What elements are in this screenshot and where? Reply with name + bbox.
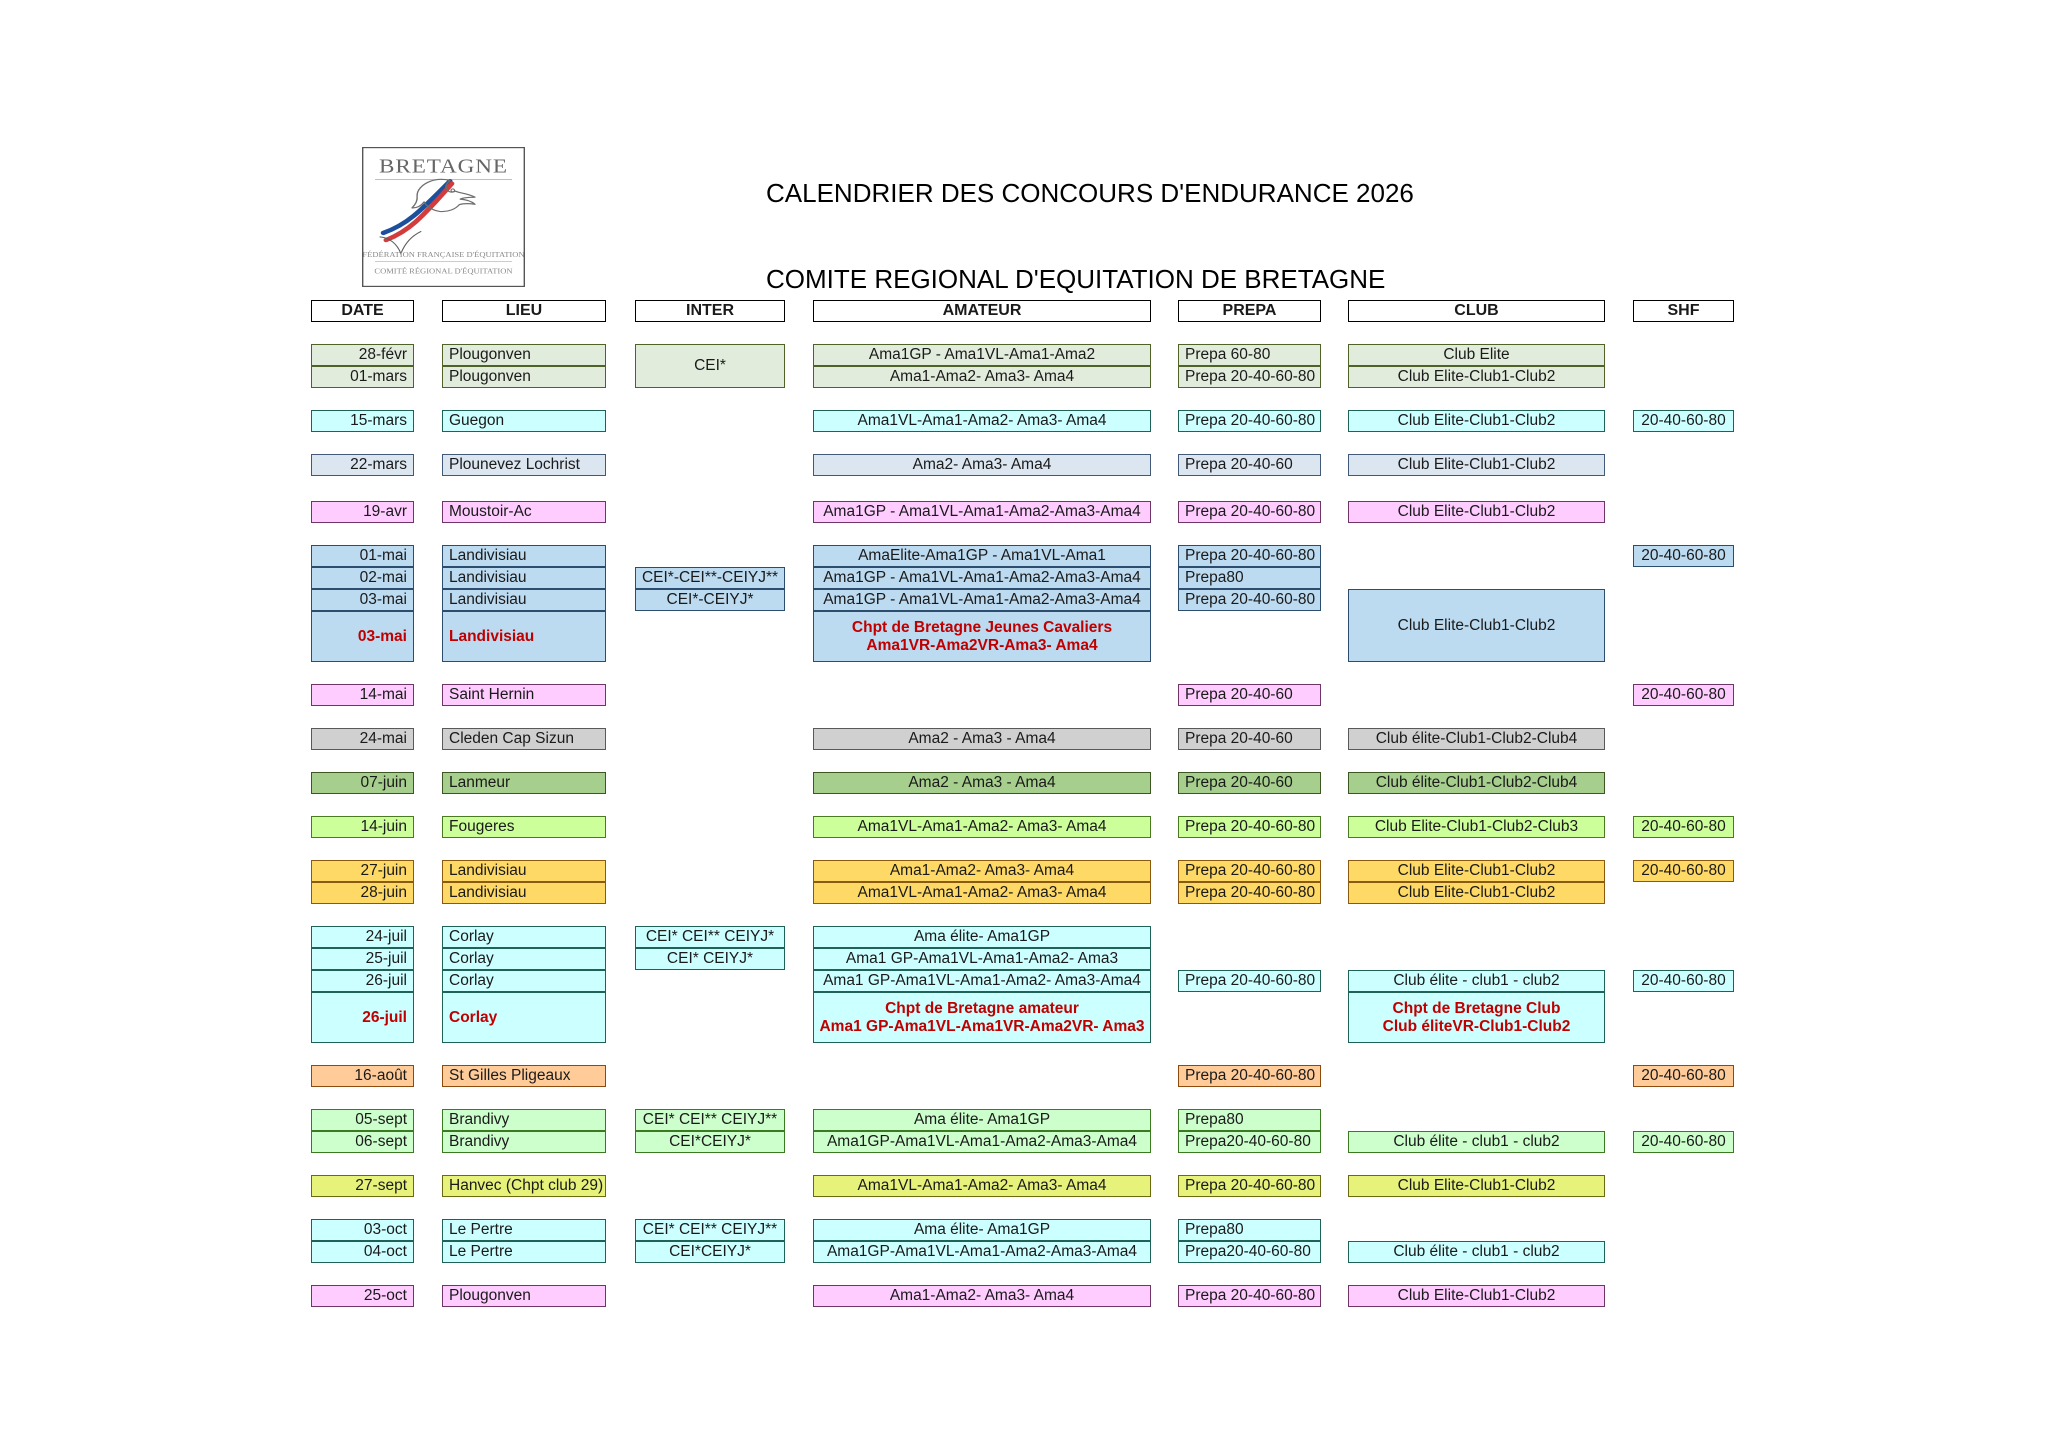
svg-text:BRETAGNE: BRETAGNE (379, 155, 508, 177)
svg-text:FÉDÉRATION FRANÇAISE D'ÉQUITAT: FÉDÉRATION FRANÇAISE D'ÉQUITATION (362, 249, 524, 258)
svg-text:COMITÉ RÉGIONAL D'ÉQUITATION: COMITÉ RÉGIONAL D'ÉQUITATION (374, 266, 512, 275)
